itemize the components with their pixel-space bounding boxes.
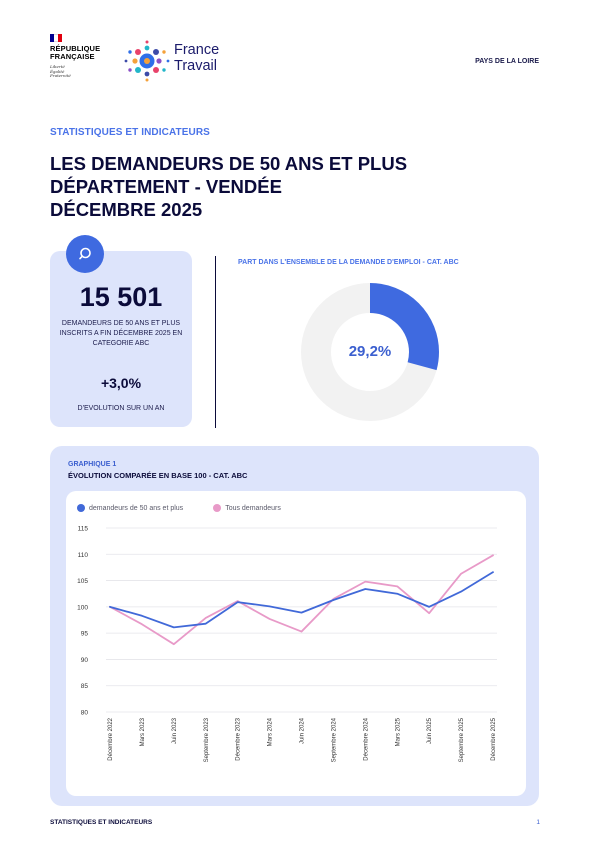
chart-legend: demandeurs de 50 ans et plus Tous demand… [77,504,311,512]
x-tick-label: Juin 2024 [300,717,306,744]
series-line-all [109,554,494,646]
data-point-50-plus [396,593,398,595]
x-tick-label: Décembre 2023 [236,717,242,760]
x-tick-label: Mars 2023 [140,717,146,746]
data-point-50-plus [141,615,143,617]
section-kicker: STATISTIQUES ET INDICATEURS [50,127,210,138]
kpi-evolution: +3,0% [100,375,142,391]
donut-segment [301,283,439,421]
data-point-50-plus [364,588,366,590]
share-donut-chart [301,283,439,421]
x-tick-label: Mars 2024 [268,717,274,746]
kpi-evolution-label: D'EVOLUTION SUR UN AN [77,405,165,412]
data-point-50-plus [460,591,462,593]
data-point-50-plus [428,606,430,608]
data-point-all [205,617,207,619]
legend-dot-all [213,504,222,512]
donut-title: PART DANS L'ENSEMBLE DE LA DEMANDE D'EMP… [238,259,459,266]
french-flag-icon [50,34,62,42]
data-point-50-plus [268,605,271,607]
legend-item-50-plus: demandeurs de 50 ans et plus [77,504,183,512]
vertical-divider [215,256,216,428]
data-point-all [428,612,430,614]
data-point-50-plus [300,612,303,614]
data-point-50-plus [173,626,175,628]
legend-dot-50-plus [77,504,85,512]
y-tick-label: 90 [81,657,89,664]
france-travail-wordmark: France Travail [174,42,220,74]
chart-title: ÉVOLUTION COMPARÉE EN BASE 100 - CAT. AB… [68,471,248,480]
france-travail-logo-icon [124,40,170,82]
data-point-all [460,573,462,575]
y-tick-label: 105 [77,578,88,585]
x-tick-label: Juin 2025 [427,717,433,744]
line-chart: 80 85 90 95 100 105 110 115 Décembre 2022 Mars 20… [77,526,497,762]
republique-francaise-text: RÉPUBLIQUE FRANÇAISE [50,44,101,61]
data-point-all [396,585,398,587]
x-tick-label: Septembre 2025 [459,717,465,762]
footer-label: STATISTIQUES ET INDICATEURS [50,819,153,826]
x-tick-label: Mars 2025 [395,717,401,746]
x-tick-label: Juin 2023 [172,717,178,744]
search-icon [66,235,104,273]
donut-value: 29,2% [348,343,392,360]
x-tick-label: Septembre 2024 [331,717,337,762]
data-point-50-plus [205,623,207,625]
y-tick-label: 80 [81,710,89,717]
x-tick-label: Septembre 2023 [204,717,210,762]
x-tick-label: Décembre 2024 [363,717,369,760]
legend-label-50-plus: demandeurs de 50 ans et plus [89,504,184,512]
data-point-all [492,554,494,556]
x-tick-label: Décembre 2022 [108,717,114,760]
kpi-description: DEMANDEURS DE 50 ANS ET PLUS INSCRITS A … [59,320,183,347]
page-title: LES DEMANDEURS DE 50 ANS ET PLUS DÉPARTE… [50,153,408,220]
data-point-all [141,623,143,625]
region-label: PAYS DE LA LOIRE [475,58,539,65]
chart-card [66,491,526,796]
data-point-all [364,581,366,583]
y-tick-label: 100 [77,604,88,611]
y-tick-label: 95 [81,631,89,638]
page-number: 1 [536,819,540,826]
kpi-value: 15 501 [79,282,163,312]
y-tick-label: 115 [78,526,89,533]
data-point-50-plus [237,601,239,603]
data-point-50-plus [332,599,335,601]
y-tick-label: 110 [78,552,89,559]
data-point-all [300,630,303,633]
legend-item-all: Tous demandeurs [213,504,281,512]
x-tick-label: Décembre 2025 [491,717,497,760]
republique-motto: Liberté Égalité Fraternité [50,64,71,78]
data-point-all [268,618,271,620]
chart-kicker: GRAPHIQUE 1 [68,461,117,468]
data-point-50-plus [492,571,494,573]
data-point-all [173,643,175,645]
kpi-card [50,251,192,427]
legend-label-all: Tous demandeurs [225,504,281,512]
y-tick-label: 85 [81,683,89,690]
data-point-50-plus [109,606,111,608]
